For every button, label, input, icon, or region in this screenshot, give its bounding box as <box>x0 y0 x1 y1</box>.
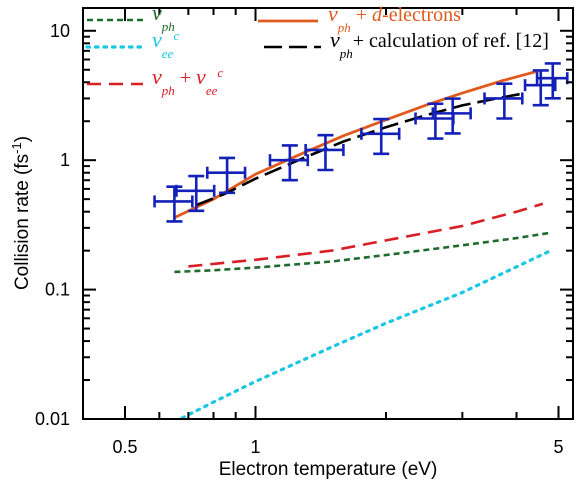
plot-frame <box>82 7 574 420</box>
svg-text:νph: νph <box>152 0 175 34</box>
data-point-10 <box>535 62 569 100</box>
legend-entry-0: νph <box>87 0 175 34</box>
legend-entry-2: νph + νeec <box>87 64 223 98</box>
series-line-0 <box>173 69 540 219</box>
x-tick-label-2: 5 <box>554 437 564 457</box>
data-point-0 <box>153 185 194 223</box>
y-tick-label-3: 10 <box>50 21 70 41</box>
legend-entry-1: νeec <box>85 27 179 61</box>
y-tick-label-2: 1 <box>60 150 70 170</box>
data-point-2 <box>205 156 247 195</box>
x-tick-label-1: 1 <box>250 437 260 457</box>
data-point-7 <box>431 97 472 135</box>
svg-text:νph+ calculation of ref. [12]: νph+ calculation of ref. [12] <box>330 27 549 61</box>
data-point-4 <box>304 133 345 172</box>
series-layer <box>173 69 553 419</box>
series-line-1 <box>195 91 526 207</box>
series-line-2 <box>174 231 552 274</box>
data-point-8 <box>483 82 524 120</box>
svg-text:νph + d-electrons: νph + d-electrons <box>328 1 461 35</box>
x-tick-label-0: 0.5 <box>112 437 137 457</box>
legend-entry-4: νph+ calculation of ref. [12] <box>264 27 549 61</box>
x-axis-label: Electron temperature (eV) <box>219 459 438 480</box>
data-point-3 <box>268 144 310 182</box>
data-point-9 <box>523 69 557 107</box>
data-point-6 <box>414 102 455 140</box>
y-tick-label-1: 0.1 <box>45 280 70 300</box>
legend-entry-3: νph + d-electrons <box>258 1 461 35</box>
data-point-1 <box>175 174 216 213</box>
series-line-3 <box>176 249 553 419</box>
y-axis-label: Collision rate (fs-1) <box>9 136 33 290</box>
svg-text:νeec: νeec <box>152 27 179 61</box>
svg-text:νph + νeec: νph + νeec <box>152 64 223 98</box>
axis-ticks: 0.5 1 5 0.01 0.1 1 10 <box>35 8 573 457</box>
y-tick-label-0: 0.01 <box>35 409 70 429</box>
data-point-5 <box>360 117 401 156</box>
series-line-4 <box>188 202 544 268</box>
measurement-points <box>153 62 569 223</box>
